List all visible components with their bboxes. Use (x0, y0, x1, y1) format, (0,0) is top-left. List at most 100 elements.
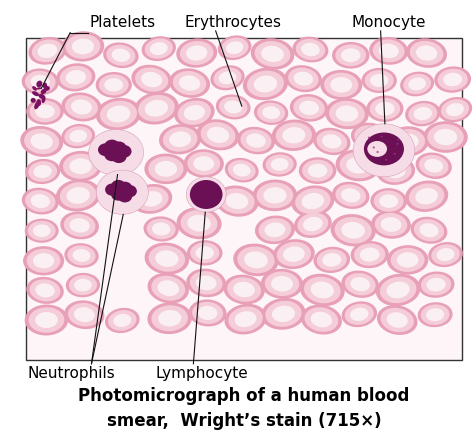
Ellipse shape (237, 247, 274, 273)
Ellipse shape (317, 130, 347, 152)
Ellipse shape (243, 68, 288, 100)
Ellipse shape (111, 150, 127, 163)
Ellipse shape (66, 70, 86, 85)
Ellipse shape (336, 106, 358, 122)
Ellipse shape (198, 306, 218, 320)
Ellipse shape (419, 155, 448, 177)
Ellipse shape (354, 244, 385, 266)
Ellipse shape (145, 153, 187, 184)
Ellipse shape (403, 74, 431, 94)
Ellipse shape (60, 182, 97, 209)
Ellipse shape (147, 302, 192, 334)
Ellipse shape (322, 253, 341, 267)
Ellipse shape (226, 193, 248, 209)
Ellipse shape (68, 303, 101, 327)
Ellipse shape (396, 143, 399, 145)
Ellipse shape (64, 301, 104, 329)
Ellipse shape (265, 271, 299, 296)
Ellipse shape (69, 158, 92, 174)
Ellipse shape (35, 104, 55, 118)
Ellipse shape (387, 282, 410, 298)
Ellipse shape (301, 43, 320, 56)
Ellipse shape (158, 310, 181, 327)
Ellipse shape (400, 72, 434, 96)
Ellipse shape (42, 96, 46, 103)
Ellipse shape (169, 69, 210, 98)
Ellipse shape (350, 277, 370, 291)
Ellipse shape (32, 91, 39, 96)
Ellipse shape (262, 107, 280, 119)
Ellipse shape (148, 156, 183, 181)
Ellipse shape (370, 74, 388, 87)
Ellipse shape (310, 312, 332, 328)
Ellipse shape (416, 152, 452, 179)
Ellipse shape (28, 37, 66, 65)
Ellipse shape (292, 37, 328, 62)
Ellipse shape (104, 78, 123, 91)
Ellipse shape (103, 42, 138, 68)
Ellipse shape (27, 249, 61, 273)
Ellipse shape (62, 31, 104, 61)
Ellipse shape (60, 66, 92, 89)
Ellipse shape (31, 75, 50, 89)
Ellipse shape (219, 188, 255, 214)
Ellipse shape (116, 145, 131, 158)
Ellipse shape (355, 125, 385, 147)
Ellipse shape (28, 221, 55, 240)
Ellipse shape (428, 124, 464, 150)
Ellipse shape (276, 122, 312, 148)
Ellipse shape (345, 273, 376, 295)
Ellipse shape (390, 129, 425, 154)
Ellipse shape (418, 302, 453, 327)
Ellipse shape (368, 137, 370, 139)
Ellipse shape (320, 70, 362, 100)
Ellipse shape (303, 217, 323, 231)
Ellipse shape (43, 83, 47, 89)
Ellipse shape (264, 222, 285, 237)
Ellipse shape (324, 72, 358, 97)
Ellipse shape (138, 95, 175, 122)
Ellipse shape (313, 128, 350, 155)
Ellipse shape (351, 123, 389, 149)
Ellipse shape (31, 194, 50, 208)
Ellipse shape (299, 157, 337, 184)
Ellipse shape (313, 247, 350, 273)
Text: Monocyte: Monocyte (352, 15, 426, 30)
Ellipse shape (118, 182, 132, 194)
Ellipse shape (302, 160, 333, 182)
Ellipse shape (446, 103, 464, 116)
Ellipse shape (341, 222, 365, 239)
Ellipse shape (336, 184, 366, 206)
Ellipse shape (131, 65, 172, 95)
Ellipse shape (288, 68, 319, 90)
Ellipse shape (373, 39, 405, 62)
Ellipse shape (376, 151, 379, 153)
Ellipse shape (219, 71, 237, 84)
Ellipse shape (190, 271, 222, 295)
Ellipse shape (65, 95, 98, 119)
Ellipse shape (375, 213, 407, 236)
Ellipse shape (235, 311, 256, 327)
Ellipse shape (254, 76, 277, 92)
Ellipse shape (410, 41, 443, 65)
Ellipse shape (376, 274, 420, 306)
Ellipse shape (20, 126, 63, 157)
Ellipse shape (428, 242, 463, 267)
Ellipse shape (187, 240, 223, 266)
Ellipse shape (23, 246, 64, 275)
Ellipse shape (391, 248, 425, 272)
Ellipse shape (38, 94, 45, 99)
Ellipse shape (74, 279, 92, 291)
Ellipse shape (219, 97, 247, 117)
Text: Platelets: Platelets (89, 15, 155, 30)
Ellipse shape (301, 305, 342, 335)
Ellipse shape (104, 140, 120, 152)
Ellipse shape (336, 149, 380, 181)
Ellipse shape (73, 249, 91, 262)
Ellipse shape (155, 161, 177, 177)
Ellipse shape (379, 44, 399, 58)
Ellipse shape (34, 165, 52, 178)
Ellipse shape (148, 245, 185, 272)
Ellipse shape (362, 68, 397, 93)
Ellipse shape (225, 304, 266, 335)
